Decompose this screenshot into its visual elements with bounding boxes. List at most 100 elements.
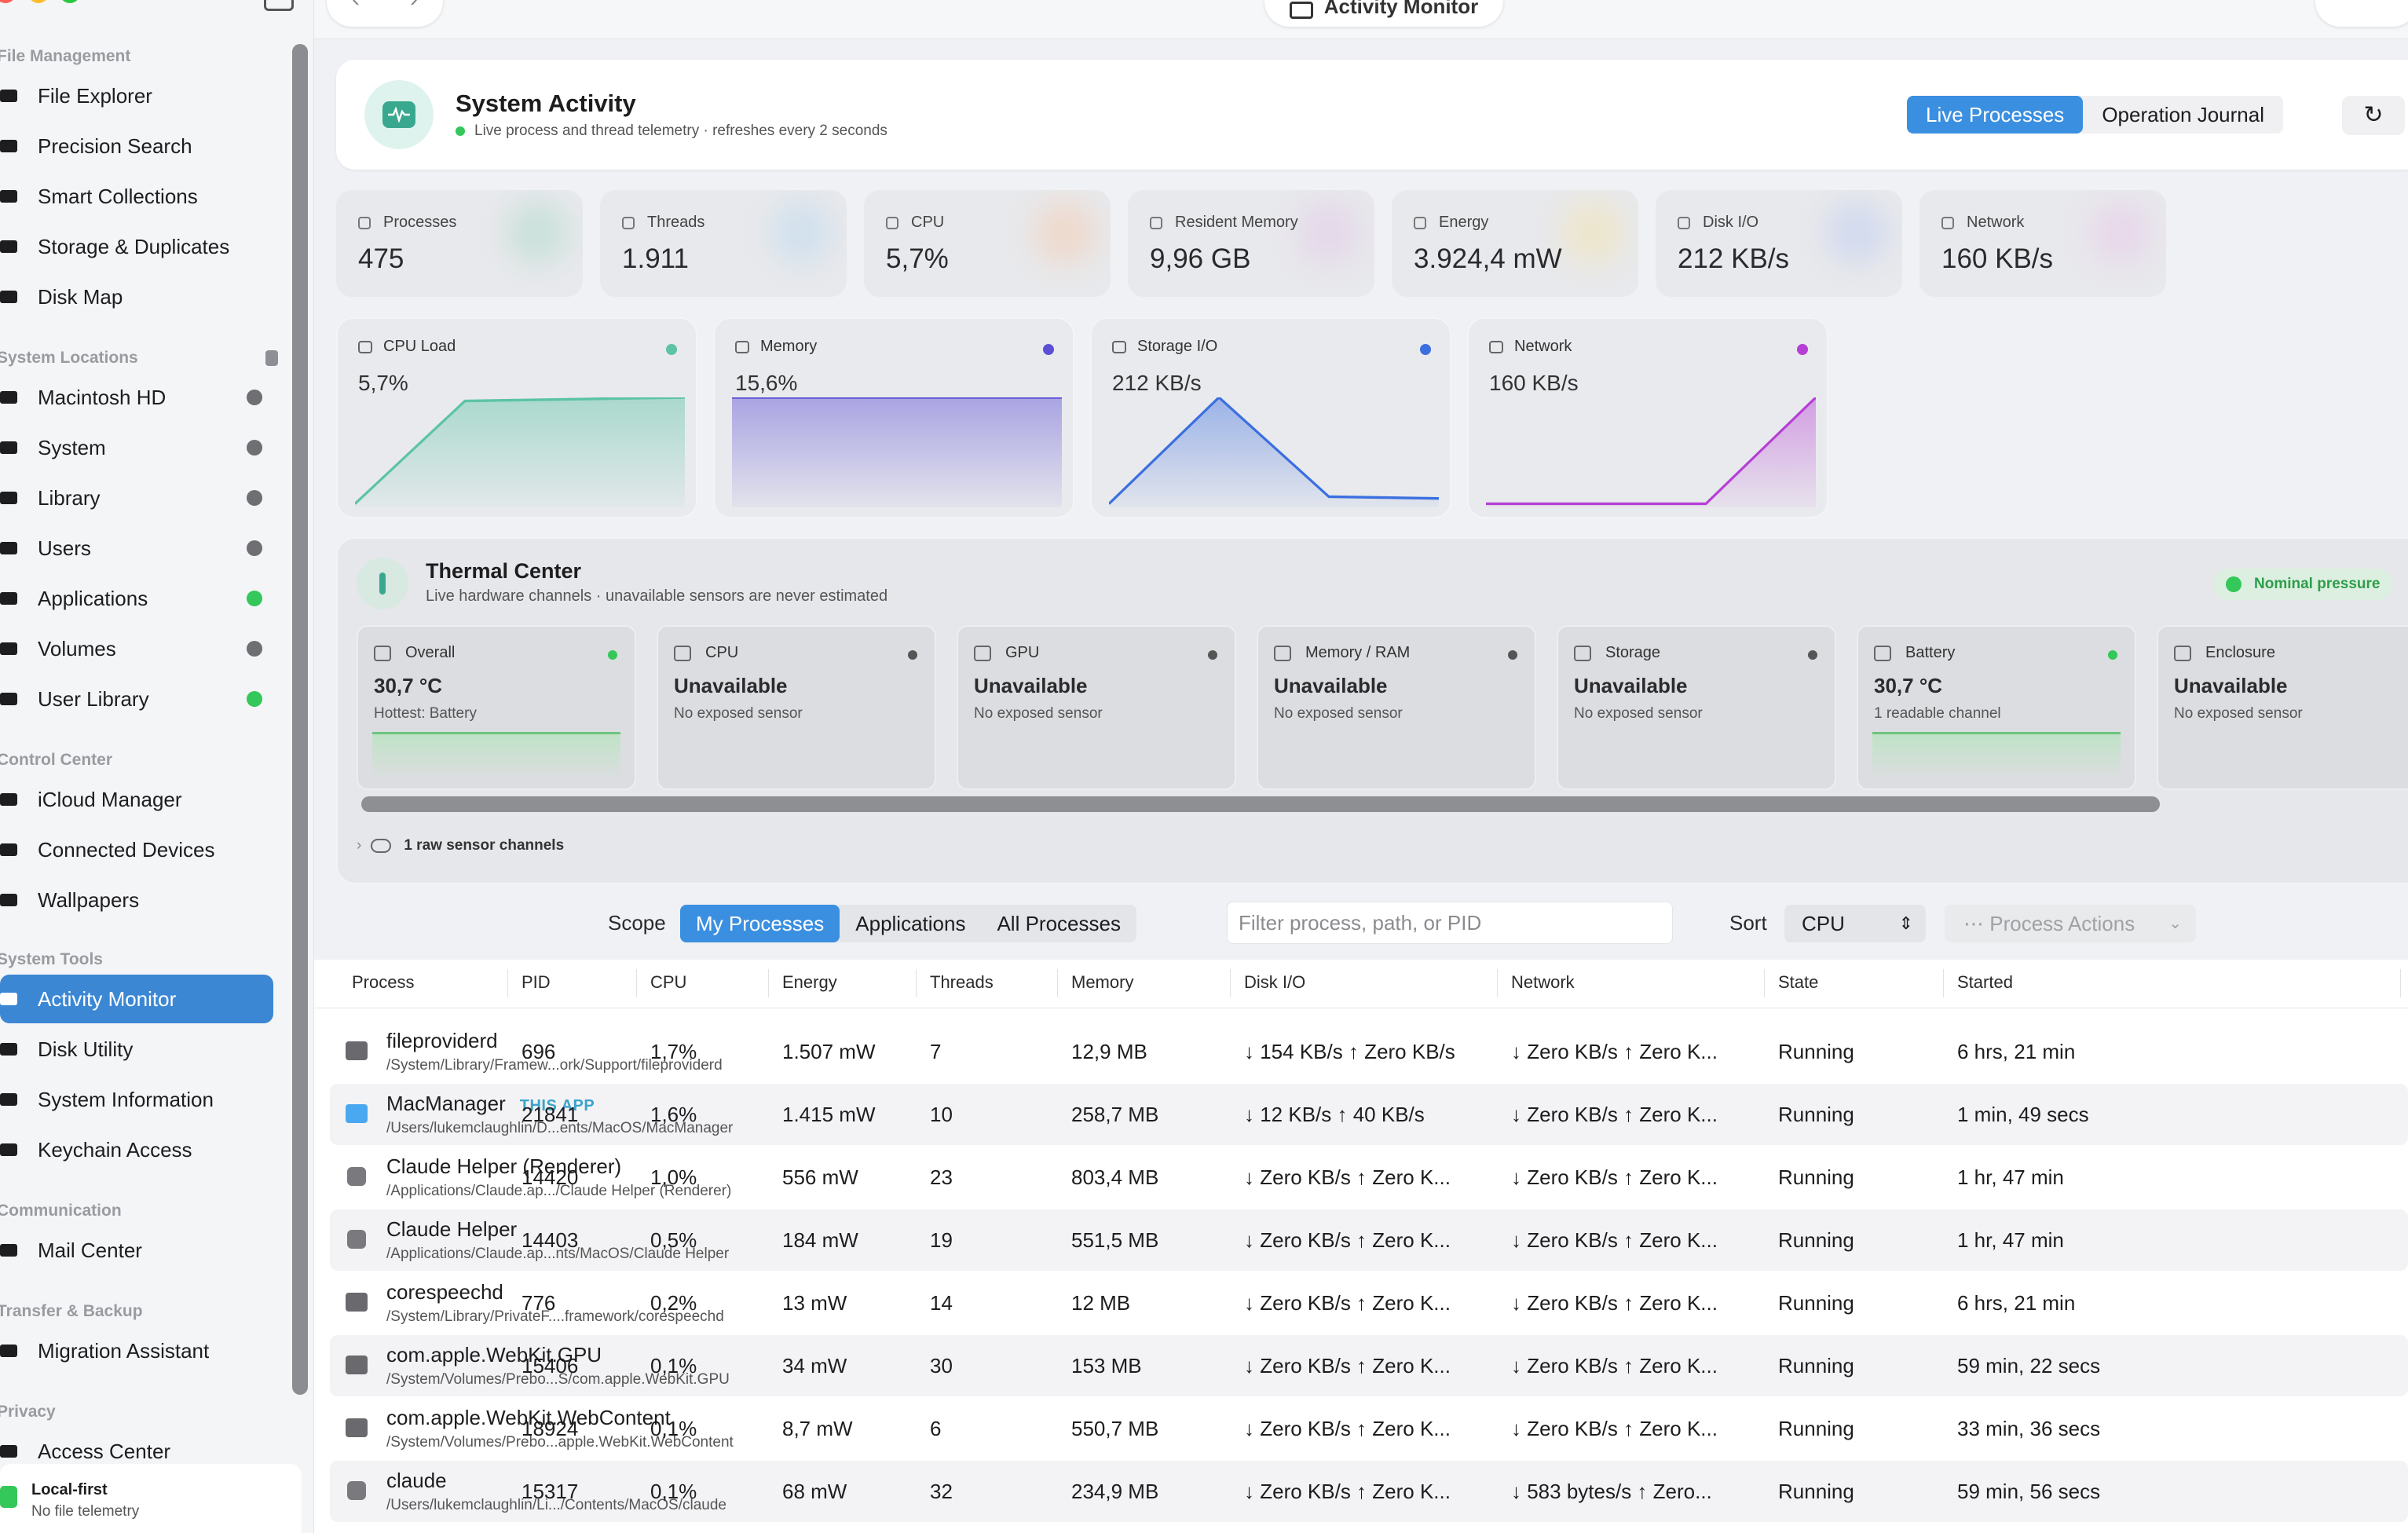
column-divider[interactable] [1057, 969, 1058, 997]
table-row[interactable]: claude/Users/lukemclaughlin/Li.../Conten… [330, 1461, 2408, 1522]
sidebar-item-activity-monitor[interactable]: Activity Monitor [0, 975, 273, 1023]
sidebar-item-volumes[interactable]: Volumes [0, 624, 273, 673]
cell-started: 59 min, 22 secs [1957, 1354, 2101, 1378]
column-divider[interactable] [2400, 969, 2401, 997]
sidebar-scrollbar[interactable] [292, 44, 308, 1395]
column-divider[interactable] [1497, 969, 1498, 997]
column-header-started[interactable]: Started [1957, 972, 2013, 992]
sidebar-item-system-information[interactable]: System Information [0, 1075, 273, 1124]
page-title: System Activity [456, 90, 636, 117]
sparkline-line [355, 397, 685, 505]
column-header-disk-i-o[interactable]: Disk I/O [1244, 972, 1306, 992]
folder-icon [0, 85, 31, 107]
forward-icon[interactable]: › [410, 0, 418, 13]
sidebar-toggle-icon[interactable] [264, 0, 294, 11]
scope-all-processes[interactable]: All Processes [997, 912, 1121, 935]
sidebar-item-file-explorer[interactable]: File Explorer [0, 71, 273, 120]
process-actions-button[interactable]: ⋯ Process Actions ⌄ [1945, 905, 2196, 942]
series-color-dot [666, 344, 677, 355]
column-header-threads[interactable]: Threads [930, 972, 994, 992]
cell-started: 6 hrs, 21 min [1957, 1291, 2076, 1315]
tab-live-processes[interactable]: Live Processes [1907, 96, 2084, 134]
column-divider[interactable] [507, 969, 508, 997]
column-header-pid[interactable]: PID [521, 972, 551, 992]
sidebar-item-disk-utility[interactable]: Disk Utility [0, 1025, 273, 1074]
back-icon[interactable]: ‹ [352, 0, 360, 13]
table-row[interactable]: fileproviderd/System/Library/Framew...or… [330, 1021, 2408, 1082]
sort-select[interactable]: CPU ⇕ [1784, 905, 1926, 942]
page-subtitle: Live process and thread telemetry · refr… [456, 123, 887, 140]
sidebar-item-users[interactable]: Users [0, 524, 273, 573]
cell-pid: 14420 [521, 1165, 579, 1189]
thermal-scrollbar[interactable] [361, 796, 2160, 812]
main-content: ‹ › Activity Monitor System Activity Liv… [314, 0, 2408, 1533]
sidebar-item-connected-devices[interactable]: Connected Devices [0, 825, 273, 874]
sidebar-item-keychain-access[interactable]: Keychain Access [0, 1125, 273, 1174]
thermal-card-value: Unavailable [674, 674, 788, 697]
column-divider[interactable] [1764, 969, 1765, 997]
sidebar-item-macintosh-hd[interactable]: Macintosh HD [0, 373, 273, 422]
table-row[interactable]: com.apple.WebKit.WebContent/System/Volum… [330, 1398, 2408, 1459]
sidebar-item-wallpapers[interactable]: Wallpapers [0, 876, 273, 924]
sidebar-item-user-library[interactable]: User Library [0, 675, 273, 723]
thermal-card-name-text: Storage [1605, 644, 1661, 661]
sidebar-item-access-center[interactable]: Access Center [0, 1427, 273, 1476]
chart-card-cpu-load: CPU Load 5,7% [336, 317, 697, 518]
sidebar-item-library[interactable]: Library [0, 474, 273, 522]
close-window-button[interactable] [0, 0, 16, 3]
scope-applications[interactable]: Applications [855, 912, 966, 935]
table-row[interactable]: corespeechd/System/Library/PrivateF....f… [330, 1272, 2408, 1334]
refresh-button[interactable]: ↻ [2342, 96, 2405, 135]
sensor-status-dot [1208, 650, 1217, 660]
column-header-energy[interactable]: Energy [782, 972, 837, 992]
process-name-text: corespeechd [386, 1280, 503, 1304]
stat-label-text: Resident Memory [1175, 214, 1298, 231]
column-divider[interactable] [1230, 969, 1231, 997]
sidebar-item-applications[interactable]: Applications [0, 574, 273, 623]
mount-status-icon [247, 440, 262, 456]
raw-sensor-disclosure[interactable]: › 1 raw sensor channels [357, 837, 564, 854]
sidebar-item-label: Macintosh HD [38, 385, 167, 409]
process-path: /System/Library/PrivateF....framework/co… [386, 1308, 724, 1325]
sidebar-item-icloud-manager[interactable]: iCloud Manager [0, 775, 273, 824]
scope-my-processes[interactable]: My Processes [680, 905, 840, 942]
sidebar-item-mail-center[interactable]: Mail Center [0, 1226, 273, 1275]
desktop-icon [0, 437, 31, 459]
cell-pid: 21841 [521, 1103, 579, 1126]
sidebar-item-label: iCloud Manager [38, 787, 182, 811]
process-table: Process PID CPU Energy Threads Memory Disk I/O… [314, 960, 2408, 1533]
column-header-state[interactable]: State [1778, 972, 1819, 992]
memory-icon [1150, 216, 1162, 229]
thermal-card-subtitle: 1 readable channel [1874, 705, 2001, 722]
table-row[interactable]: Claude Helper (Renderer) /Applications/Cl… [330, 1147, 2408, 1208]
table-row[interactable]: MacManager THIS APP/Users/lukemclaughlin/… [330, 1084, 2408, 1145]
sidebar-item-storage-duplicates[interactable]: Storage & Duplicates [0, 222, 273, 271]
minimize-window-button[interactable] [28, 0, 49, 3]
table-row[interactable]: Claude Helper/Applications/Claude.ap...n… [330, 1209, 2408, 1271]
process-name: MacManager THIS APP [386, 1092, 595, 1116]
process-search-input[interactable]: Filter process, path, or PID [1227, 902, 1673, 944]
column-divider[interactable] [1943, 969, 1944, 997]
sidebar-item-precision-search[interactable]: Precision Search [0, 122, 273, 170]
table-row[interactable]: claude [330, 1524, 2408, 1533]
column-header-network[interactable]: Network [1511, 972, 1575, 992]
sidebar-item-smart-collections[interactable]: Smart Collections [0, 172, 273, 221]
cell-memory: 550,7 MB [1071, 1417, 1159, 1440]
cell-energy: 1.415 mW [782, 1103, 876, 1126]
zoom-window-button[interactable] [60, 0, 80, 3]
system-activity-header: System Activity Live process and thread … [336, 60, 2408, 170]
column-header-memory[interactable]: Memory [1071, 972, 1134, 992]
column-header-process[interactable]: Process [352, 972, 415, 992]
column-divider[interactable] [768, 969, 769, 997]
sidebar-item-disk-map[interactable]: Disk Map [0, 273, 273, 321]
column-header-cpu[interactable]: CPU [650, 972, 687, 992]
table-row[interactable]: com.apple.WebKit.GPU/System/Volumes/Preb… [330, 1335, 2408, 1396]
sidebar-item-system[interactable]: System [0, 423, 273, 472]
terminal-icon [346, 1293, 368, 1312]
toolbar-right-controls[interactable] [2315, 0, 2408, 27]
tab-operation-journal[interactable]: Operation Journal [2102, 103, 2264, 126]
column-divider[interactable] [916, 969, 917, 997]
sidebar-item-migration-assistant[interactable]: Migration Assistant [0, 1326, 273, 1375]
column-divider[interactable] [636, 969, 637, 997]
stat-value: 9,96 GB [1150, 243, 1251, 274]
